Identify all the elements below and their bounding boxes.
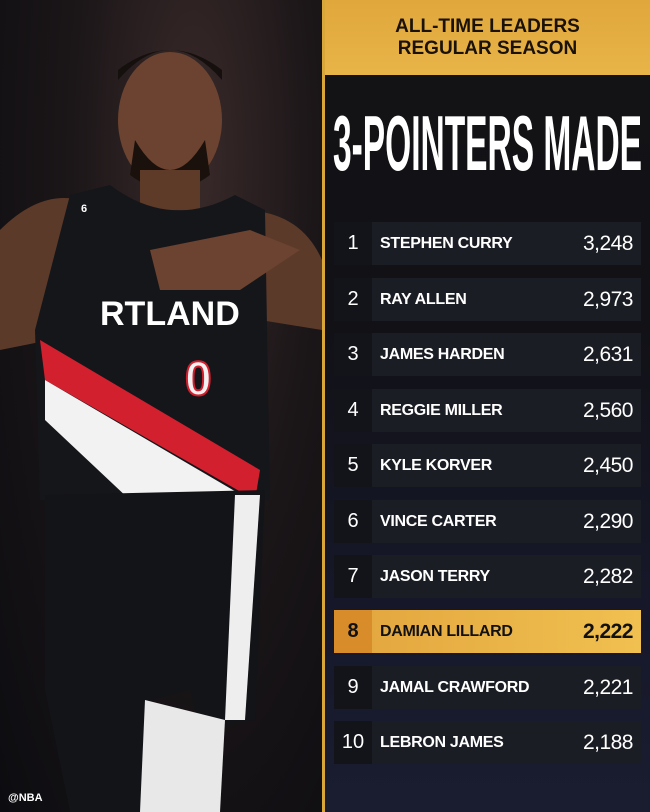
nba-credit: @NBA <box>8 792 43 804</box>
rank: 9 <box>347 676 359 698</box>
leader-row: 4 REGGIE MILLER 2,560 <box>334 389 641 432</box>
player-name: RAY ALLEN <box>380 290 467 308</box>
leader-row: 1 STEPHEN CURRY 3,248 <box>334 222 641 265</box>
player-name: JASON TERRY <box>380 567 490 585</box>
header-banner: ALL-TIME LEADERS REGULAR SEASON <box>325 0 650 75</box>
jersey-number: 0 <box>185 353 212 406</box>
value-cell: 2,221 <box>583 666 641 709</box>
value-cell: 2,450 <box>583 444 641 487</box>
rank-cell: 6 <box>334 500 372 543</box>
name-cell: JASON TERRY <box>372 555 583 598</box>
leader-row: 7 JASON TERRY 2,282 <box>334 555 641 598</box>
name-cell: JAMAL CRAWFORD <box>372 666 583 709</box>
rank-cell: 8 <box>334 610 372 653</box>
leader-row: 9 JAMAL CRAWFORD 2,221 <box>334 666 641 709</box>
name-cell: KYLE KORVER <box>372 444 583 487</box>
three-pointers-value: 2,221 <box>582 675 634 699</box>
name-cell: JAMES HARDEN <box>372 333 583 376</box>
leader-row: 6 VINCE CARTER 2,290 <box>334 500 641 543</box>
three-pointers-value: 3,248 <box>582 231 634 255</box>
leaders-panel: ALL-TIME LEADERS REGULAR SEASON 3-POINTE… <box>325 0 650 812</box>
player-name: DAMIAN LILLARD <box>380 622 513 640</box>
value-cell: 2,973 <box>583 278 641 321</box>
leader-row: 3 JAMES HARDEN 2,631 <box>334 333 641 376</box>
leader-row: 8 DAMIAN LILLARD 2,222 <box>334 610 641 653</box>
rank-cell: 1 <box>334 222 372 265</box>
header-line1: ALL-TIME LEADERS <box>395 15 580 37</box>
leader-row: 2 RAY ALLEN 2,973 <box>334 278 641 321</box>
player-name: STEPHEN CURRY <box>380 234 513 252</box>
rank-cell: 9 <box>334 666 372 709</box>
rank: 6 <box>347 510 359 532</box>
player-name: VINCE CARTER <box>380 512 497 530</box>
name-cell: LEBRON JAMES <box>372 721 583 764</box>
three-pointers-value: 2,290 <box>582 509 634 533</box>
value-cell: 2,282 <box>583 555 641 598</box>
name-cell: STEPHEN CURRY <box>372 222 583 265</box>
jersey-text: RTLAND <box>100 295 240 333</box>
three-pointers-value: 2,973 <box>582 287 634 311</box>
player-illustration: RTLAND 0 6 <box>0 50 322 812</box>
rank-cell: 4 <box>334 389 372 432</box>
three-pointers-value: 2,631 <box>582 342 634 366</box>
three-pointers-value: 2,450 <box>582 453 634 477</box>
gold-divider <box>322 0 325 812</box>
value-cell: 2,631 <box>583 333 641 376</box>
name-cell: VINCE CARTER <box>372 500 583 543</box>
stat-title-svg: 3-POINTERS MADE <box>333 100 642 180</box>
player-name: KYLE KORVER <box>380 456 492 474</box>
value-cell: 2,290 <box>583 500 641 543</box>
value-cell: 2,560 <box>583 389 641 432</box>
rank: 7 <box>347 565 359 587</box>
value-cell: 3,248 <box>583 222 641 265</box>
rank: 8 <box>347 620 359 642</box>
three-pointers-value: 2,282 <box>582 564 634 588</box>
value-cell: 2,188 <box>583 721 641 764</box>
player-name: JAMAL CRAWFORD <box>380 678 530 696</box>
rank-cell: 7 <box>334 555 372 598</box>
stat-title: 3-POINTERS MADE <box>333 100 642 180</box>
leader-row: 10 LEBRON JAMES 2,188 <box>334 721 641 764</box>
name-cell: RAY ALLEN <box>372 278 583 321</box>
rank: 2 <box>347 288 359 310</box>
player-name: JAMES HARDEN <box>380 345 505 363</box>
player-name: REGGIE MILLER <box>380 401 503 419</box>
leader-row: 5 KYLE KORVER 2,450 <box>334 444 641 487</box>
value-cell: 2,222 <box>583 610 641 653</box>
player-name: LEBRON JAMES <box>380 733 504 751</box>
rank: 4 <box>347 399 359 421</box>
rank: 1 <box>347 232 359 254</box>
rank-cell: 10 <box>334 721 372 764</box>
rank-cell: 5 <box>334 444 372 487</box>
player-photo: RTLAND 0 6 @NBA <box>0 0 322 812</box>
name-cell: DAMIAN LILLARD <box>372 610 583 653</box>
rank: 5 <box>347 454 359 476</box>
three-pointers-value: 2,560 <box>582 398 634 422</box>
rank: 3 <box>347 343 359 365</box>
rank-cell: 3 <box>334 333 372 376</box>
stat-title-box: 3-POINTERS MADE <box>333 100 642 180</box>
rank: 10 <box>341 731 365 753</box>
three-pointers-value: 2,188 <box>582 730 634 754</box>
three-pointers-value: 2,222 <box>582 619 634 643</box>
header-line2: REGULAR SEASON <box>397 37 578 59</box>
name-cell: REGGIE MILLER <box>372 389 583 432</box>
rank-cell: 2 <box>334 278 372 321</box>
jersey-patch-number: 6 <box>81 203 87 215</box>
